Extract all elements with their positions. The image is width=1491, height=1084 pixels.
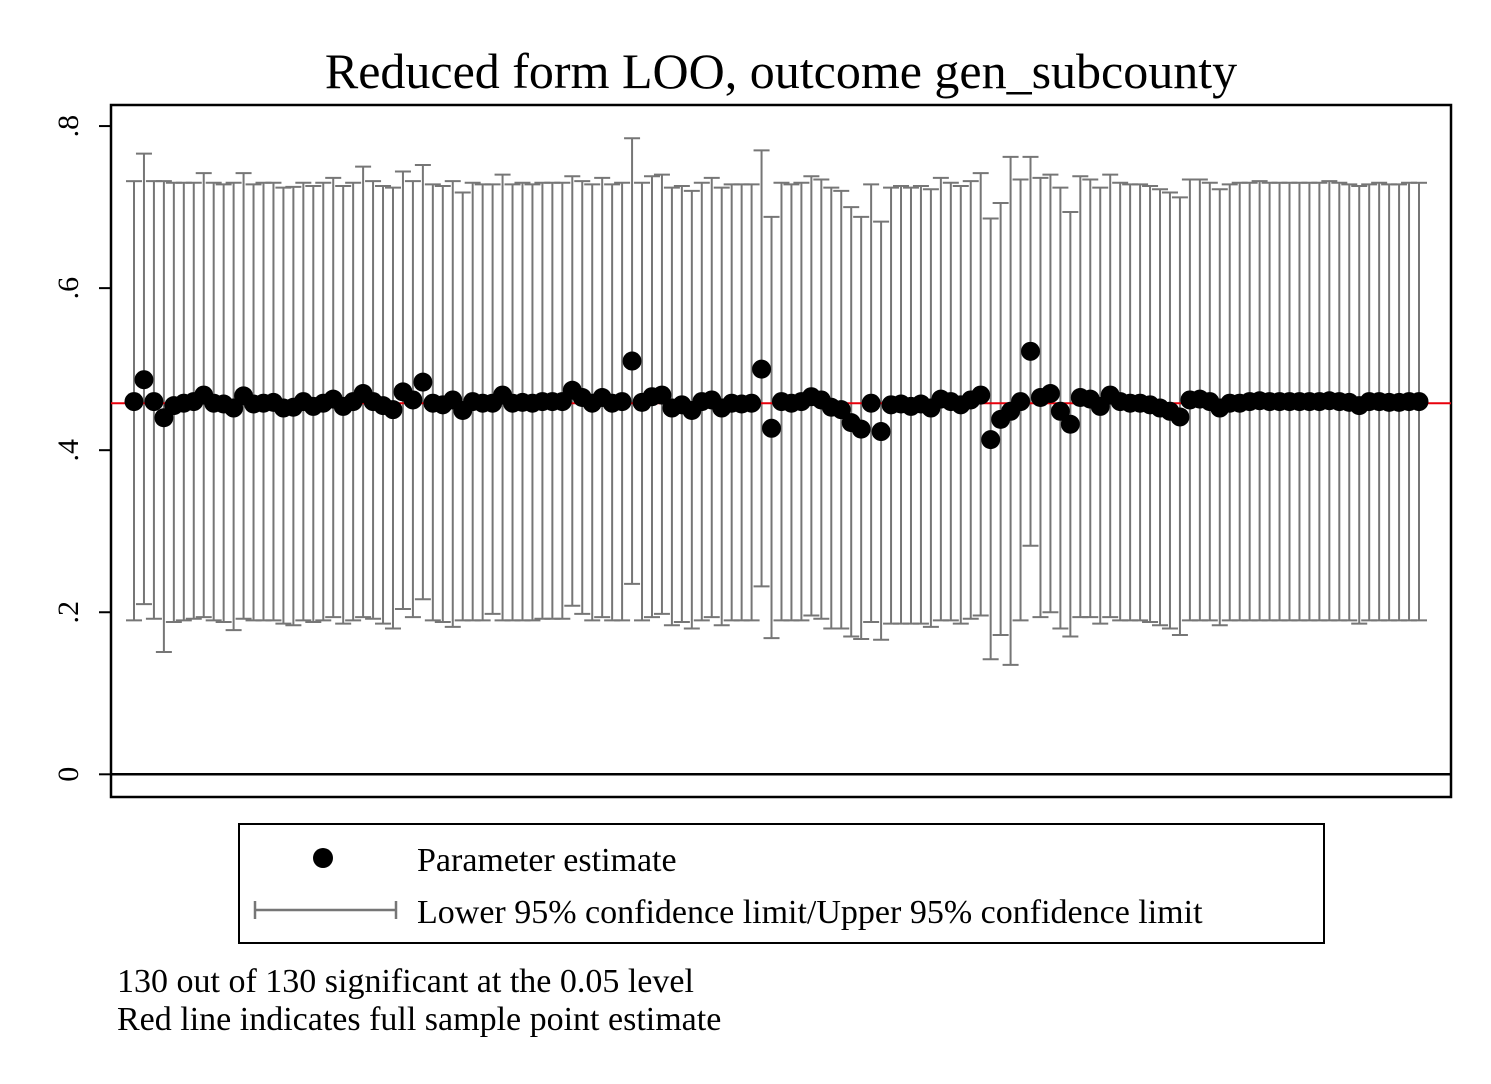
- estimate-point: [762, 418, 782, 438]
- chart-title: Reduced form LOO, outcome gen_subcounty: [325, 43, 1237, 99]
- y-tick-label: .8: [52, 115, 85, 138]
- legend-box: [238, 823, 1325, 944]
- estimate-point: [1050, 401, 1070, 421]
- estimate-point: [1170, 407, 1190, 427]
- estimate-point: [742, 393, 762, 413]
- estimate-point: [403, 390, 423, 410]
- legend-estimate-marker: [313, 848, 333, 868]
- estimate-point: [851, 419, 871, 439]
- estimate-point: [612, 392, 632, 412]
- estimate-point-layer: [124, 341, 1429, 450]
- estimate-point: [981, 430, 1001, 450]
- estimate-point: [413, 372, 433, 392]
- y-tick-label: .2: [52, 601, 85, 624]
- estimate-point: [861, 393, 881, 413]
- y-tick-label: 0: [52, 767, 85, 782]
- estimate-point: [144, 392, 164, 412]
- estimate-point: [1040, 383, 1060, 403]
- estimate-point: [831, 400, 851, 420]
- legend-estimate-label: Parameter estimate: [417, 842, 677, 879]
- note-red-line: Red line indicates full sample point est…: [117, 1001, 721, 1038]
- estimate-point: [134, 370, 154, 390]
- estimate-point: [652, 385, 672, 405]
- estimate-point: [971, 385, 991, 405]
- y-tick-label: .4: [52, 439, 85, 462]
- estimate-point: [752, 359, 772, 379]
- estimate-point: [1021, 341, 1041, 361]
- note-significance: 130 out of 130 significant at the 0.05 l…: [117, 963, 694, 1000]
- legend-ci-label: Lower 95% confidence limit/Upper 95% con…: [417, 894, 1203, 931]
- estimate-point: [1060, 414, 1080, 434]
- estimate-point: [871, 422, 891, 442]
- estimate-point: [622, 351, 642, 371]
- estimate-point: [1409, 392, 1429, 412]
- y-axis: 0 .2 .4 .6 .8: [52, 115, 111, 782]
- legend-ci-marker: [253, 901, 398, 919]
- estimate-point: [1011, 392, 1031, 412]
- estimate-point: [383, 400, 403, 420]
- estimate-point: [124, 392, 144, 412]
- y-tick-label: .6: [52, 277, 85, 300]
